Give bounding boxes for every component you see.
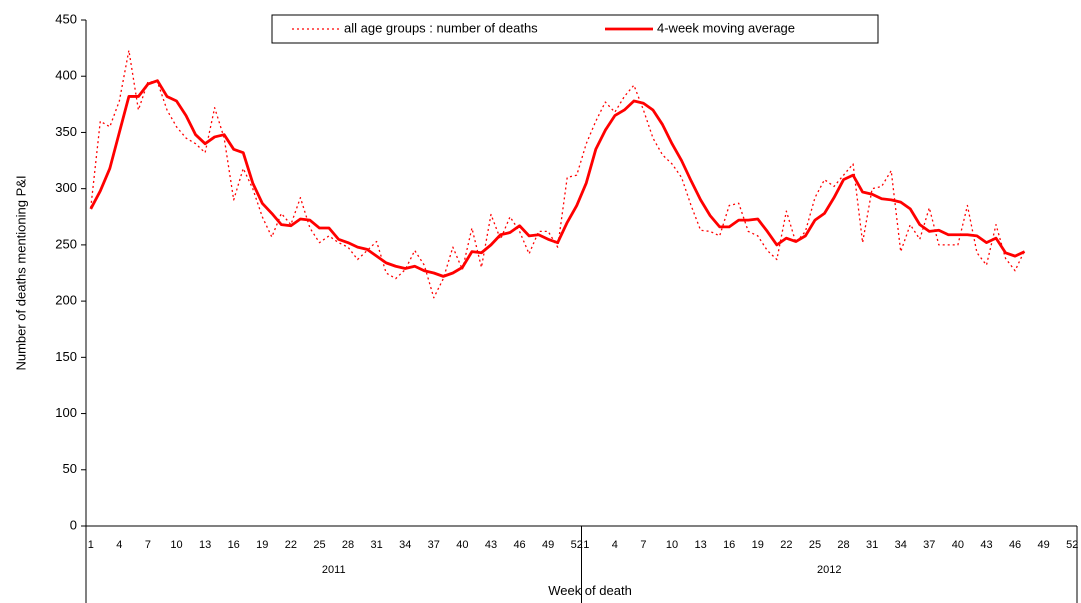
x-tick-label: 31 [371,539,383,551]
series-line [89,79,1026,278]
x-tick-label: 40 [456,539,468,551]
x-tick-label: 25 [313,539,325,551]
x-tick-label: 34 [895,539,907,551]
y-tick-label: 0 [70,517,77,532]
y-tick-label: 50 [63,461,77,476]
group-label: 2012 [817,564,841,576]
y-tick-label: 100 [55,405,77,420]
x-tick-label: 13 [694,539,706,551]
x-tick-label: 52 [571,539,583,551]
y-axis-title: Number of deaths mentioning P&I [13,175,28,370]
x-tick-label: 22 [780,539,792,551]
x-tick-label: 4 [116,539,122,551]
x-tick-label: 16 [723,539,735,551]
x-tick-label: 49 [1038,539,1050,551]
x-tick-label: 37 [428,539,440,551]
x-tick-label: 7 [145,539,151,551]
x-tick-label: 16 [228,539,240,551]
x-tick-label: 43 [980,539,992,551]
y-tick-label: 400 [55,68,77,83]
y-tick-label: 250 [55,236,77,251]
x-tick-label: 40 [952,539,964,551]
x-tick-label: 10 [170,539,182,551]
x-tick-label: 31 [866,539,878,551]
x-tick-label: 43 [485,539,497,551]
x-tick-label: 19 [256,539,268,551]
legend-label: all age groups : number of deaths [344,20,538,35]
x-tick-label: 52 [1066,539,1078,551]
y-tick-label: 150 [55,349,77,364]
legend-box [271,14,879,44]
series-line [90,49,1026,299]
x-tick-label: 28 [342,539,354,551]
x-tick-label: 7 [640,539,646,551]
group-label: 2011 [322,564,346,576]
x-axis-title: Week of death [548,583,632,598]
x-tick-label: 28 [837,539,849,551]
x-tick-label: 19 [752,539,764,551]
y-tick-label: 450 [55,11,77,26]
x-tick-label: 49 [542,539,554,551]
x-tick-label: 13 [199,539,211,551]
y-tick-label: 350 [55,124,77,139]
x-tick-label: 4 [612,539,618,551]
y-tick-label: 200 [55,293,77,308]
x-tick-label: 46 [1009,539,1021,551]
x-tick-label: 37 [923,539,935,551]
x-tick-label: 25 [809,539,821,551]
x-tick-label: 46 [513,539,525,551]
x-tick-label: 34 [399,539,411,551]
legend-label: 4-week moving average [657,20,795,35]
y-tick-label: 300 [55,180,77,195]
x-tick-label: 22 [285,539,297,551]
x-tick-label: 1 [88,539,94,551]
x-tick-label: 1 [583,539,589,551]
x-tick-label: 10 [666,539,678,551]
